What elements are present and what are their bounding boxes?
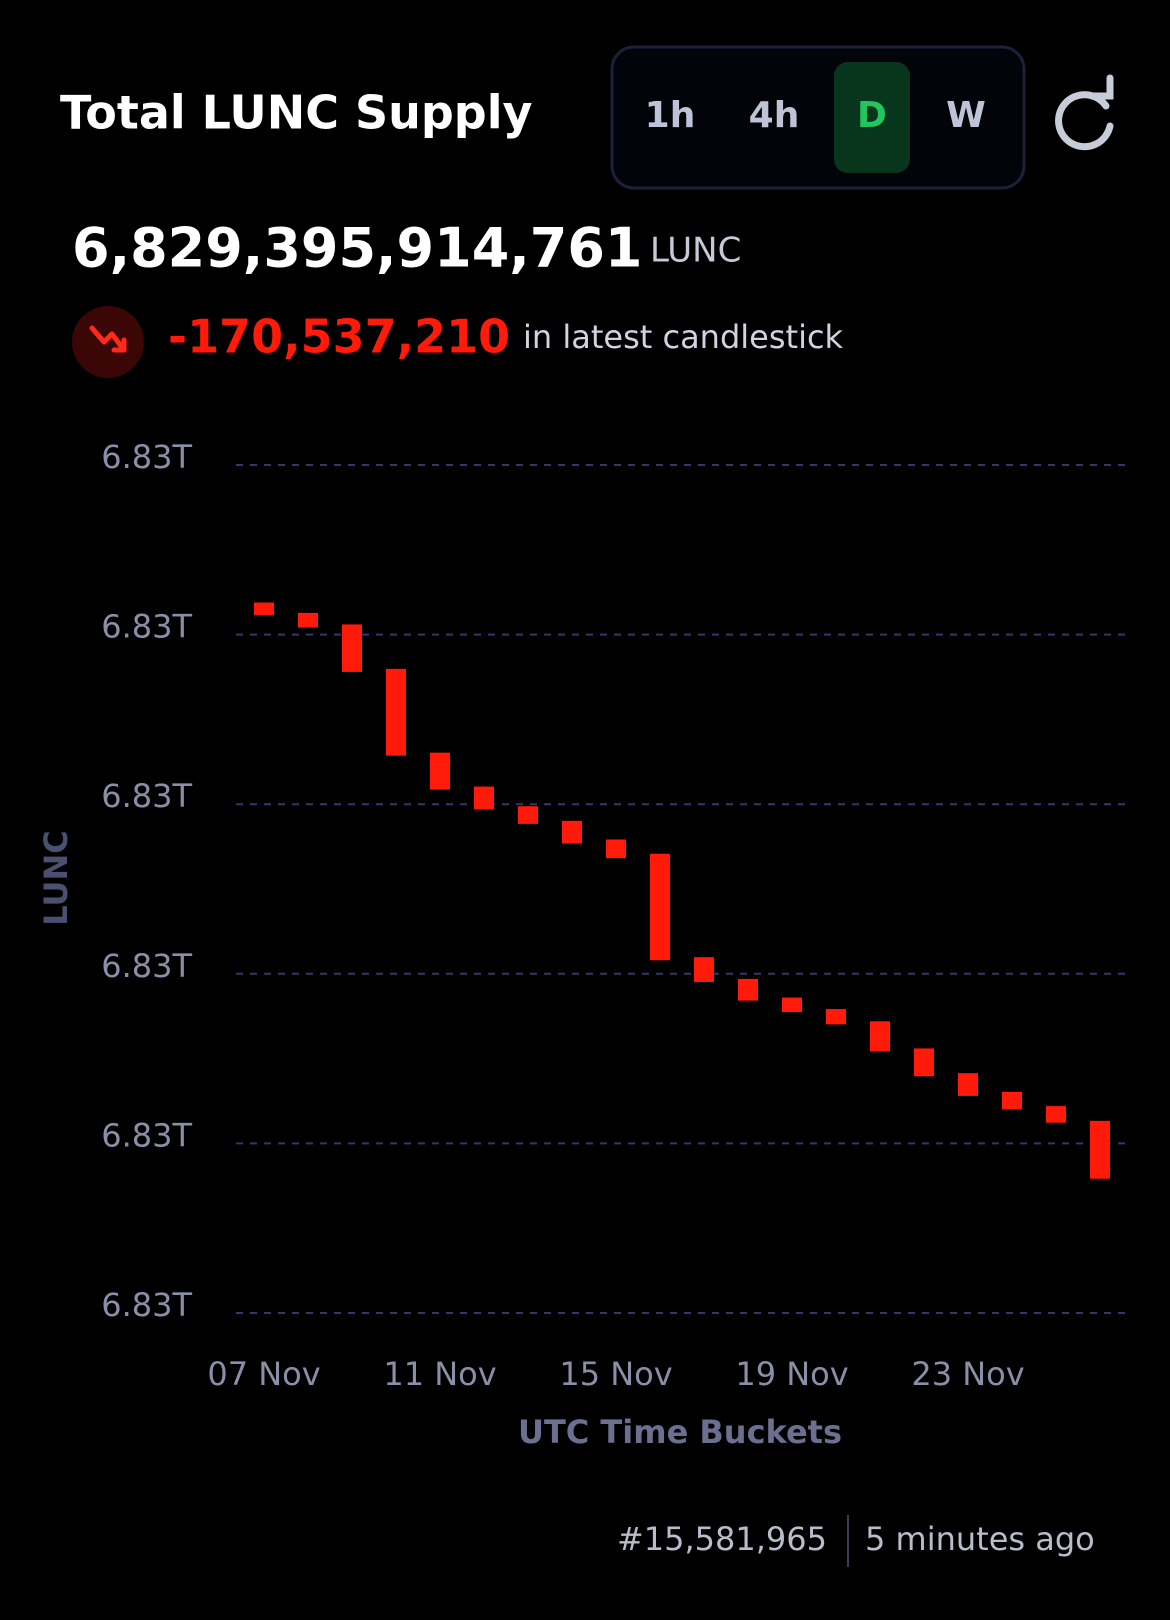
candle-body	[1090, 1120, 1110, 1179]
y-tick-label: 6.83T	[101, 947, 192, 985]
interval-button[interactable]: 1h	[645, 95, 696, 136]
candle-body	[562, 820, 582, 844]
candle-body	[782, 997, 802, 1013]
change-note: in latest candlestick	[523, 318, 844, 356]
candle-body	[738, 978, 758, 1001]
y-tick-label: 6.83T	[101, 438, 192, 476]
interval-button[interactable]: 4h	[749, 95, 800, 136]
y-tick-label: 6.83T	[101, 777, 192, 815]
interval-group	[610, 45, 1026, 190]
candle-body	[606, 839, 626, 859]
candle-body	[254, 602, 274, 615]
x-axis-label: UTC Time Buckets	[518, 1413, 842, 1451]
candle-body	[1002, 1091, 1022, 1110]
change-value: -170,537,210	[168, 310, 510, 364]
candle-body	[826, 1009, 846, 1025]
y-tick-label: 6.83T	[101, 608, 192, 646]
supply-value: 6,829,395,914,761	[72, 217, 643, 280]
candle-body	[1046, 1106, 1066, 1123]
change-icon	[89, 325, 127, 353]
candle-body	[694, 957, 714, 982]
x-tick-label: 19 Nov	[735, 1355, 848, 1393]
supply-unit: LUNC	[650, 231, 741, 271]
candle-body	[298, 612, 318, 628]
candle-body	[474, 786, 494, 810]
refresh-button[interactable]	[1055, 74, 1114, 151]
block-number[interactable]: #15,581,965	[617, 1520, 827, 1558]
candle-body	[914, 1048, 934, 1077]
interval-buttons: 1h 4h D W	[645, 62, 986, 173]
candle-body	[518, 806, 538, 824]
candle-body	[650, 853, 670, 961]
x-tick-label: 11 Nov	[383, 1355, 496, 1393]
candle-body	[958, 1073, 978, 1096]
plot: 6.83T 6.83T 6.83T 6.83T 6.83T 6.83T 07 Nov 11 N…	[101, 438, 1127, 1393]
change-icon-bg	[72, 306, 144, 378]
candle-body	[430, 752, 450, 790]
y-tick-label: 6.83T	[101, 1286, 192, 1324]
y-tick-label: 6.83T	[101, 1116, 192, 1154]
x-tick-label: 15 Nov	[559, 1355, 672, 1393]
candle-body	[870, 1021, 890, 1052]
y-axis-label: LUNC	[37, 830, 75, 926]
interval-button[interactable]: W	[946, 95, 986, 136]
interval-selected-bg[interactable]	[834, 62, 910, 173]
title: Total LUNC Supply	[60, 86, 532, 140]
interval-button[interactable]: D	[857, 95, 887, 136]
refresh-arrow[interactable]	[1088, 74, 1114, 100]
x-tick-label: 07 Nov	[207, 1355, 320, 1393]
refresh-arc[interactable]	[1055, 91, 1114, 151]
candle-body	[386, 668, 406, 756]
x-tick-label: 23 Nov	[911, 1355, 1024, 1393]
updated-time: 5 minutes ago	[865, 1520, 1095, 1558]
candle-body	[342, 624, 362, 672]
